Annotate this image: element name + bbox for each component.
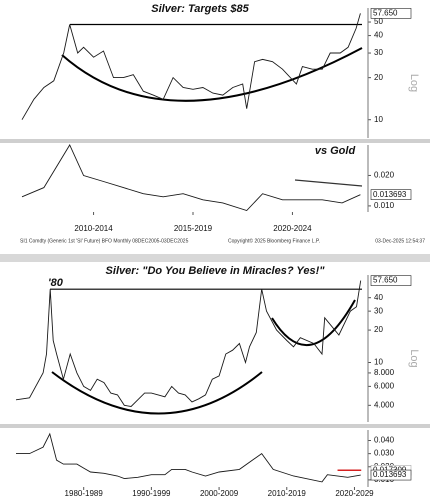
x-tick-label: 2015-2019 <box>174 224 213 233</box>
y-tick-label: 0.020 <box>374 171 395 180</box>
footer-copyright: Copyright© 2025 Bloomberg Finance L.P. <box>228 237 320 244</box>
x-tick-label: 1990-1999 <box>132 489 171 498</box>
axis-label: Log <box>408 74 420 92</box>
y-tick-label: 8.000 <box>374 368 395 377</box>
arc <box>61 47 363 102</box>
footer-timestamp: 03-Dec-2025 12:54:37 <box>375 238 425 244</box>
y-tick-label: 30 <box>374 48 383 57</box>
last-value-box <box>370 8 412 19</box>
price-line <box>21 144 361 212</box>
chart-title: Silver: "Do You Believe in Miracles? Yes… <box>106 265 326 277</box>
x-tick-label: 2020-2029 <box>335 489 374 498</box>
x-tick-label: 1980-1989 <box>65 489 104 498</box>
y-tick-label: 40 <box>374 293 383 302</box>
arc <box>51 371 263 415</box>
y-tick-label: 6.000 <box>374 381 395 390</box>
x-tick-label: 2000-2009 <box>200 489 239 498</box>
separator <box>0 424 430 428</box>
y-tick-label: 10 <box>374 115 383 124</box>
y-tick-label: 20 <box>374 325 383 334</box>
x-tick-label: 2010-2019 <box>268 489 307 498</box>
last-value-label: 57.650 <box>373 276 398 285</box>
x-tick-label: 2010-2014 <box>74 224 113 233</box>
y-tick-label: 30 <box>374 306 383 315</box>
arc <box>271 299 356 347</box>
y-tick-label: 40 <box>374 31 383 40</box>
separator <box>0 139 430 143</box>
separator <box>0 254 430 262</box>
x-tick-label: 2020-2024 <box>273 224 312 233</box>
annotation: vs Gold <box>315 145 356 157</box>
y-tick-label: 4.000 <box>374 400 395 409</box>
y-tick-label: 0.030 <box>374 449 395 458</box>
last-value-label: 57.650 <box>373 8 398 17</box>
y-tick-label: 0.010 <box>374 201 395 210</box>
last-value-label: 0.013693 <box>373 470 407 479</box>
y-tick-label: 0.040 <box>374 436 395 445</box>
footer-source: SI1 Comdty (Generic 1st 'SI' Future) BFO… <box>20 238 189 244</box>
y-tick-label: 50 <box>374 17 383 26</box>
last-value-box <box>370 189 412 200</box>
price-line <box>15 280 362 407</box>
axis-label: Log <box>408 349 420 367</box>
last-value-box <box>370 469 412 481</box>
annotation: '80 <box>48 277 64 289</box>
last-value-box <box>370 275 412 286</box>
chart-title: Silver: Targets $85 <box>151 3 249 15</box>
trend-line <box>294 179 363 187</box>
y-tick-label: 10 <box>374 358 383 367</box>
y-tick-label: 20 <box>374 73 383 82</box>
price-line <box>16 432 361 483</box>
price-line <box>21 13 361 120</box>
last-value-label: 0.013693 <box>373 190 407 199</box>
